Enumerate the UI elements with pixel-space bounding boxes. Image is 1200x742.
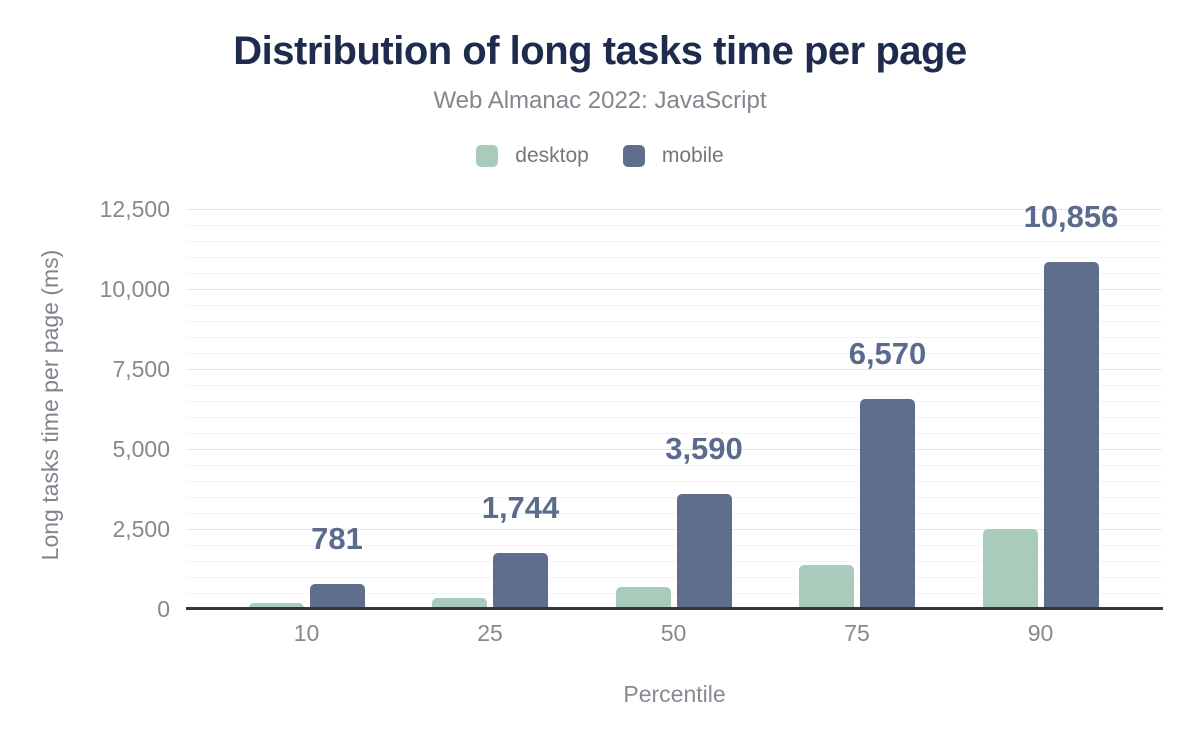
bar-desktop-p90[interactable] bbox=[982, 529, 1038, 609]
gridline-minor bbox=[187, 337, 1162, 338]
legend: desktop mobile bbox=[0, 144, 1200, 168]
gridline-minor bbox=[187, 321, 1162, 322]
gridline-minor bbox=[187, 465, 1162, 466]
gridline-major bbox=[187, 369, 1162, 370]
gridline-major bbox=[187, 449, 1162, 450]
legend-label: mobile bbox=[661, 144, 724, 167]
gridline-minor bbox=[187, 305, 1162, 306]
x-tick-label-25: 25 bbox=[477, 620, 503, 646]
bar-value-label-mobile-p25: 1,744 bbox=[481, 490, 560, 525]
bar-desktop-p50[interactable] bbox=[615, 587, 671, 609]
gridline-major bbox=[187, 289, 1162, 290]
bar-mobile-p25[interactable] bbox=[493, 553, 548, 609]
y-tick-label: 0 bbox=[157, 596, 170, 622]
bar-value-label-mobile-p90: 10,856 bbox=[1023, 199, 1119, 234]
gridline-minor bbox=[187, 417, 1162, 418]
y-axis-title: Long tasks time per page (ms) bbox=[37, 249, 63, 561]
gridline-minor bbox=[187, 497, 1162, 498]
gridline-minor bbox=[187, 577, 1162, 578]
legend-item-mobile: mobile bbox=[622, 144, 724, 168]
gridline-minor bbox=[187, 225, 1162, 226]
bar-mobile-p10[interactable] bbox=[309, 584, 365, 609]
bar-value-label-mobile-p10: 781 bbox=[311, 521, 363, 556]
x-tick-label-90: 90 bbox=[1027, 620, 1054, 646]
gridline-minor bbox=[187, 401, 1162, 402]
gridline-major bbox=[187, 529, 1162, 530]
gridline-major bbox=[187, 209, 1162, 210]
bar-value-label-mobile-p50: 3,590 bbox=[665, 431, 743, 466]
gridline-minor bbox=[187, 561, 1162, 562]
bar-desktop-p10[interactable] bbox=[248, 603, 304, 609]
y-tick-label: 7,500 bbox=[112, 356, 170, 382]
bar-mobile-p75[interactable] bbox=[860, 399, 915, 609]
gridline-minor bbox=[187, 545, 1162, 546]
legend-label: desktop bbox=[515, 144, 589, 167]
gridline-minor bbox=[187, 257, 1162, 258]
y-tick-label: 5,000 bbox=[112, 436, 170, 462]
gridline-minor bbox=[187, 241, 1162, 242]
x-tick-label-50: 50 bbox=[660, 620, 687, 646]
chart-title: Distribution of long tasks time per page bbox=[233, 29, 967, 73]
bar-mobile-p50[interactable] bbox=[676, 494, 732, 609]
x-tick-label-75: 75 bbox=[844, 620, 870, 646]
bar-desktop-p75[interactable] bbox=[799, 565, 854, 609]
gridline-minor bbox=[187, 433, 1162, 434]
gridline-minor bbox=[187, 593, 1162, 594]
gridline-minor bbox=[187, 385, 1162, 386]
bar-mobile-p90[interactable] bbox=[1043, 262, 1099, 609]
x-axis-title: Percentile bbox=[623, 681, 726, 707]
y-tick-label: 12,500 bbox=[99, 196, 170, 222]
gridline-minor bbox=[187, 273, 1162, 274]
gridline-minor bbox=[187, 481, 1162, 482]
gridline-minor bbox=[187, 353, 1162, 354]
bar-value-label-mobile-p75: 6,570 bbox=[848, 336, 927, 371]
y-tick-label: 10,000 bbox=[99, 276, 170, 302]
legend-item-desktop: desktop bbox=[476, 144, 589, 168]
legend-swatch-desktop bbox=[476, 145, 499, 167]
y-tick-label: 2,500 bbox=[112, 516, 170, 542]
bar-desktop-p25[interactable] bbox=[432, 598, 487, 609]
x-axis-line bbox=[186, 607, 1163, 610]
legend-swatch-mobile bbox=[622, 145, 645, 167]
plot-area: 781 1,744 3,590 6,570 10,856 bbox=[186, 201, 1163, 610]
chart-subtitle: Web Almanac 2022: JavaScript bbox=[433, 87, 767, 114]
x-tick-label-10: 10 bbox=[293, 620, 320, 646]
gridline-minor bbox=[187, 513, 1162, 514]
